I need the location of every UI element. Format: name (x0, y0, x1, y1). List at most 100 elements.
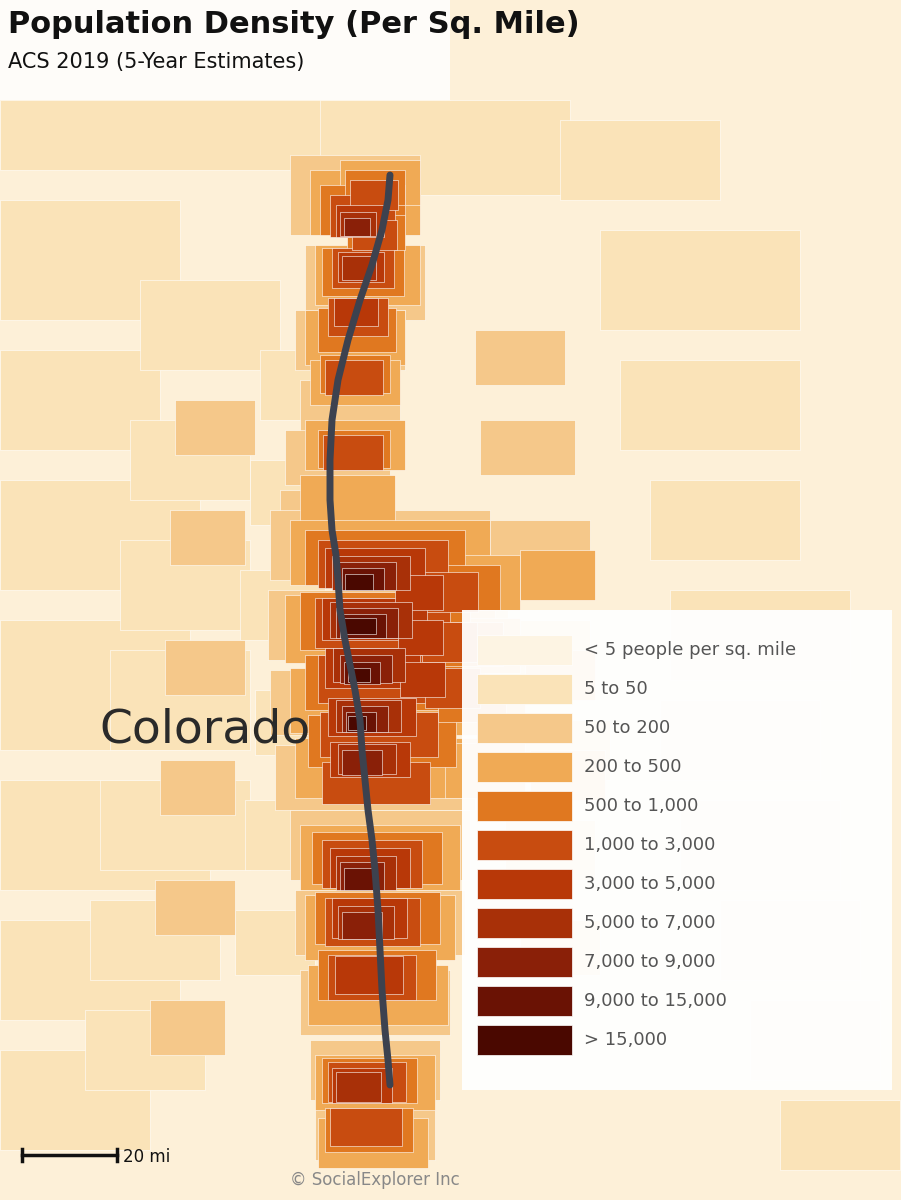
Bar (312, 832, 442, 884)
Bar (342, 750, 382, 775)
Bar (0, 350, 160, 450)
Bar (332, 1068, 392, 1103)
Bar (305, 895, 455, 960)
Bar (290, 155, 420, 235)
Bar (318, 1118, 428, 1168)
Bar (300, 592, 470, 650)
Bar (322, 598, 427, 640)
Bar (322, 1058, 417, 1103)
Bar (0, 0, 450, 100)
Bar (318, 540, 448, 588)
Bar (475, 330, 565, 385)
Bar (336, 700, 401, 732)
Text: 3,000 to 5,000: 3,000 to 5,000 (584, 875, 715, 893)
Bar (477, 947, 572, 977)
Text: ACS 2019 (5-Year Estimates): ACS 2019 (5-Year Estimates) (8, 52, 305, 72)
Bar (335, 956, 403, 994)
Bar (305, 655, 463, 710)
Bar (340, 614, 386, 638)
Bar (300, 826, 460, 890)
Bar (100, 780, 250, 870)
Bar (344, 868, 374, 890)
Bar (0, 1050, 150, 1150)
Bar (0, 200, 180, 320)
Bar (150, 1000, 225, 1055)
Text: 500 to 1,000: 500 to 1,000 (584, 797, 698, 815)
Bar (347, 215, 405, 250)
Bar (328, 298, 388, 336)
Bar (530, 750, 605, 800)
Bar (342, 706, 388, 732)
Bar (330, 848, 410, 888)
Bar (330, 742, 410, 778)
Bar (305, 245, 425, 320)
Bar (520, 550, 595, 600)
Bar (285, 430, 390, 485)
Bar (477, 830, 572, 860)
Bar (348, 716, 366, 730)
Bar (425, 668, 480, 708)
Bar (338, 252, 384, 282)
Bar (328, 1062, 406, 1102)
Bar (320, 712, 438, 757)
Bar (322, 762, 430, 804)
Bar (155, 880, 235, 935)
Bar (310, 360, 400, 404)
Text: Colorado: Colorado (99, 708, 311, 752)
Bar (435, 622, 503, 666)
Bar (315, 892, 440, 944)
Bar (440, 680, 525, 734)
Bar (320, 100, 570, 194)
Bar (250, 460, 330, 526)
Bar (342, 568, 384, 590)
Bar (290, 810, 470, 880)
Bar (780, 1100, 900, 1170)
Bar (430, 554, 520, 610)
Bar (130, 420, 250, 500)
Bar (345, 170, 405, 205)
Bar (328, 698, 416, 736)
Bar (325, 1108, 413, 1152)
Bar (332, 556, 410, 590)
Bar (290, 668, 485, 733)
Bar (477, 674, 572, 704)
Bar (325, 898, 420, 946)
Text: 1,000 to 3,000: 1,000 to 3,000 (584, 836, 715, 854)
Bar (420, 572, 478, 612)
Bar (90, 900, 220, 980)
Text: © SocialExplorer Inc: © SocialExplorer Inc (290, 1171, 460, 1189)
Bar (315, 1105, 435, 1160)
Bar (398, 620, 443, 655)
Bar (175, 400, 255, 455)
Bar (750, 1000, 880, 1080)
Bar (477, 908, 572, 938)
Bar (0, 780, 210, 890)
Bar (680, 800, 840, 890)
Bar (330, 194, 395, 236)
Text: 200 to 500: 200 to 500 (584, 758, 681, 776)
Bar (260, 350, 350, 420)
Bar (336, 608, 398, 638)
Bar (477, 1025, 572, 1055)
Bar (85, 1010, 205, 1090)
Bar (520, 920, 600, 974)
Text: 7,000 to 9,000: 7,000 to 9,000 (584, 953, 715, 971)
Bar (477, 635, 572, 665)
Bar (285, 595, 495, 662)
Bar (620, 360, 800, 450)
Bar (305, 310, 405, 365)
Bar (350, 180, 398, 210)
Bar (438, 678, 506, 722)
Bar (325, 360, 383, 395)
Bar (120, 540, 250, 630)
Bar (275, 745, 475, 810)
Bar (720, 900, 860, 980)
Bar (328, 955, 416, 1000)
Bar (430, 565, 500, 610)
Bar (344, 618, 376, 634)
Bar (340, 160, 420, 205)
Bar (0, 920, 180, 1020)
Bar (510, 720, 610, 780)
Bar (338, 744, 396, 774)
Bar (334, 298, 378, 326)
